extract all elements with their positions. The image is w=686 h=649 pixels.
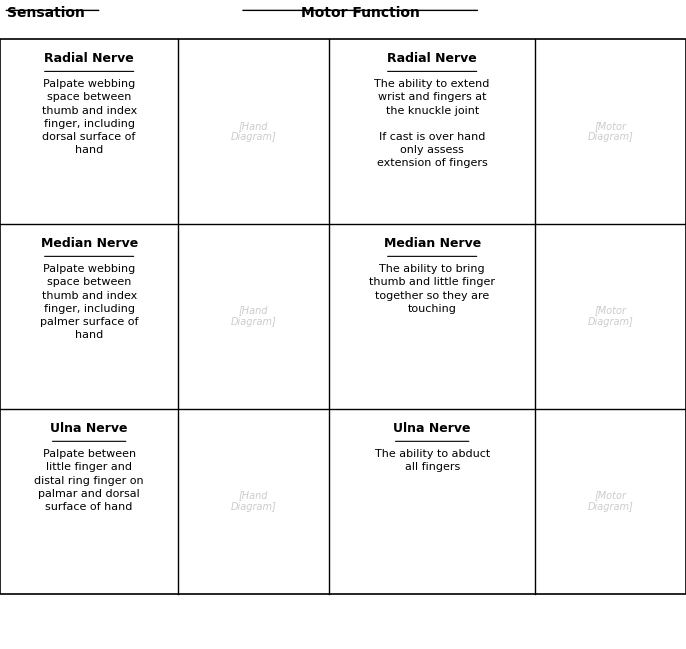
Text: The ability to abduct
all fingers: The ability to abduct all fingers bbox=[375, 449, 490, 472]
Text: [Motor
Diagram]: [Motor Diagram] bbox=[588, 491, 633, 512]
Text: [Hand
Diagram]: [Hand Diagram] bbox=[231, 306, 276, 327]
Text: [Motor
Diagram]: [Motor Diagram] bbox=[588, 121, 633, 142]
Text: Palpate webbing
space between
thumb and index
finger, including
palmer surface o: Palpate webbing space between thumb and … bbox=[40, 264, 139, 340]
Text: The ability to extend
wrist and fingers at
the knuckle joint

If cast is over ha: The ability to extend wrist and fingers … bbox=[375, 79, 490, 168]
Text: [Hand
Diagram]: [Hand Diagram] bbox=[231, 121, 276, 142]
Text: Radial Nerve: Radial Nerve bbox=[45, 52, 134, 65]
Text: [Hand
Diagram]: [Hand Diagram] bbox=[231, 491, 276, 512]
Text: Palpate between
little finger and
distal ring finger on
palmar and dorsal
surfac: Palpate between little finger and distal… bbox=[34, 449, 144, 512]
Text: Median Nerve: Median Nerve bbox=[40, 237, 138, 250]
Text: Sensation: Sensation bbox=[7, 6, 85, 21]
Text: [Motor
Diagram]: [Motor Diagram] bbox=[588, 306, 633, 327]
Bar bbox=[0, 39, 686, 594]
Text: Ulna Nerve: Ulna Nerve bbox=[394, 422, 471, 435]
Text: Palpate webbing
space between
thumb and index
finger, including
dorsal surface o: Palpate webbing space between thumb and … bbox=[42, 79, 137, 155]
Text: Motor Function: Motor Function bbox=[300, 6, 420, 21]
Text: Radial Nerve: Radial Nerve bbox=[388, 52, 477, 65]
Text: Ulna Nerve: Ulna Nerve bbox=[51, 422, 128, 435]
Text: The ability to bring
thumb and little finger
together so they are
touching: The ability to bring thumb and little fi… bbox=[369, 264, 495, 313]
Text: Median Nerve: Median Nerve bbox=[383, 237, 481, 250]
